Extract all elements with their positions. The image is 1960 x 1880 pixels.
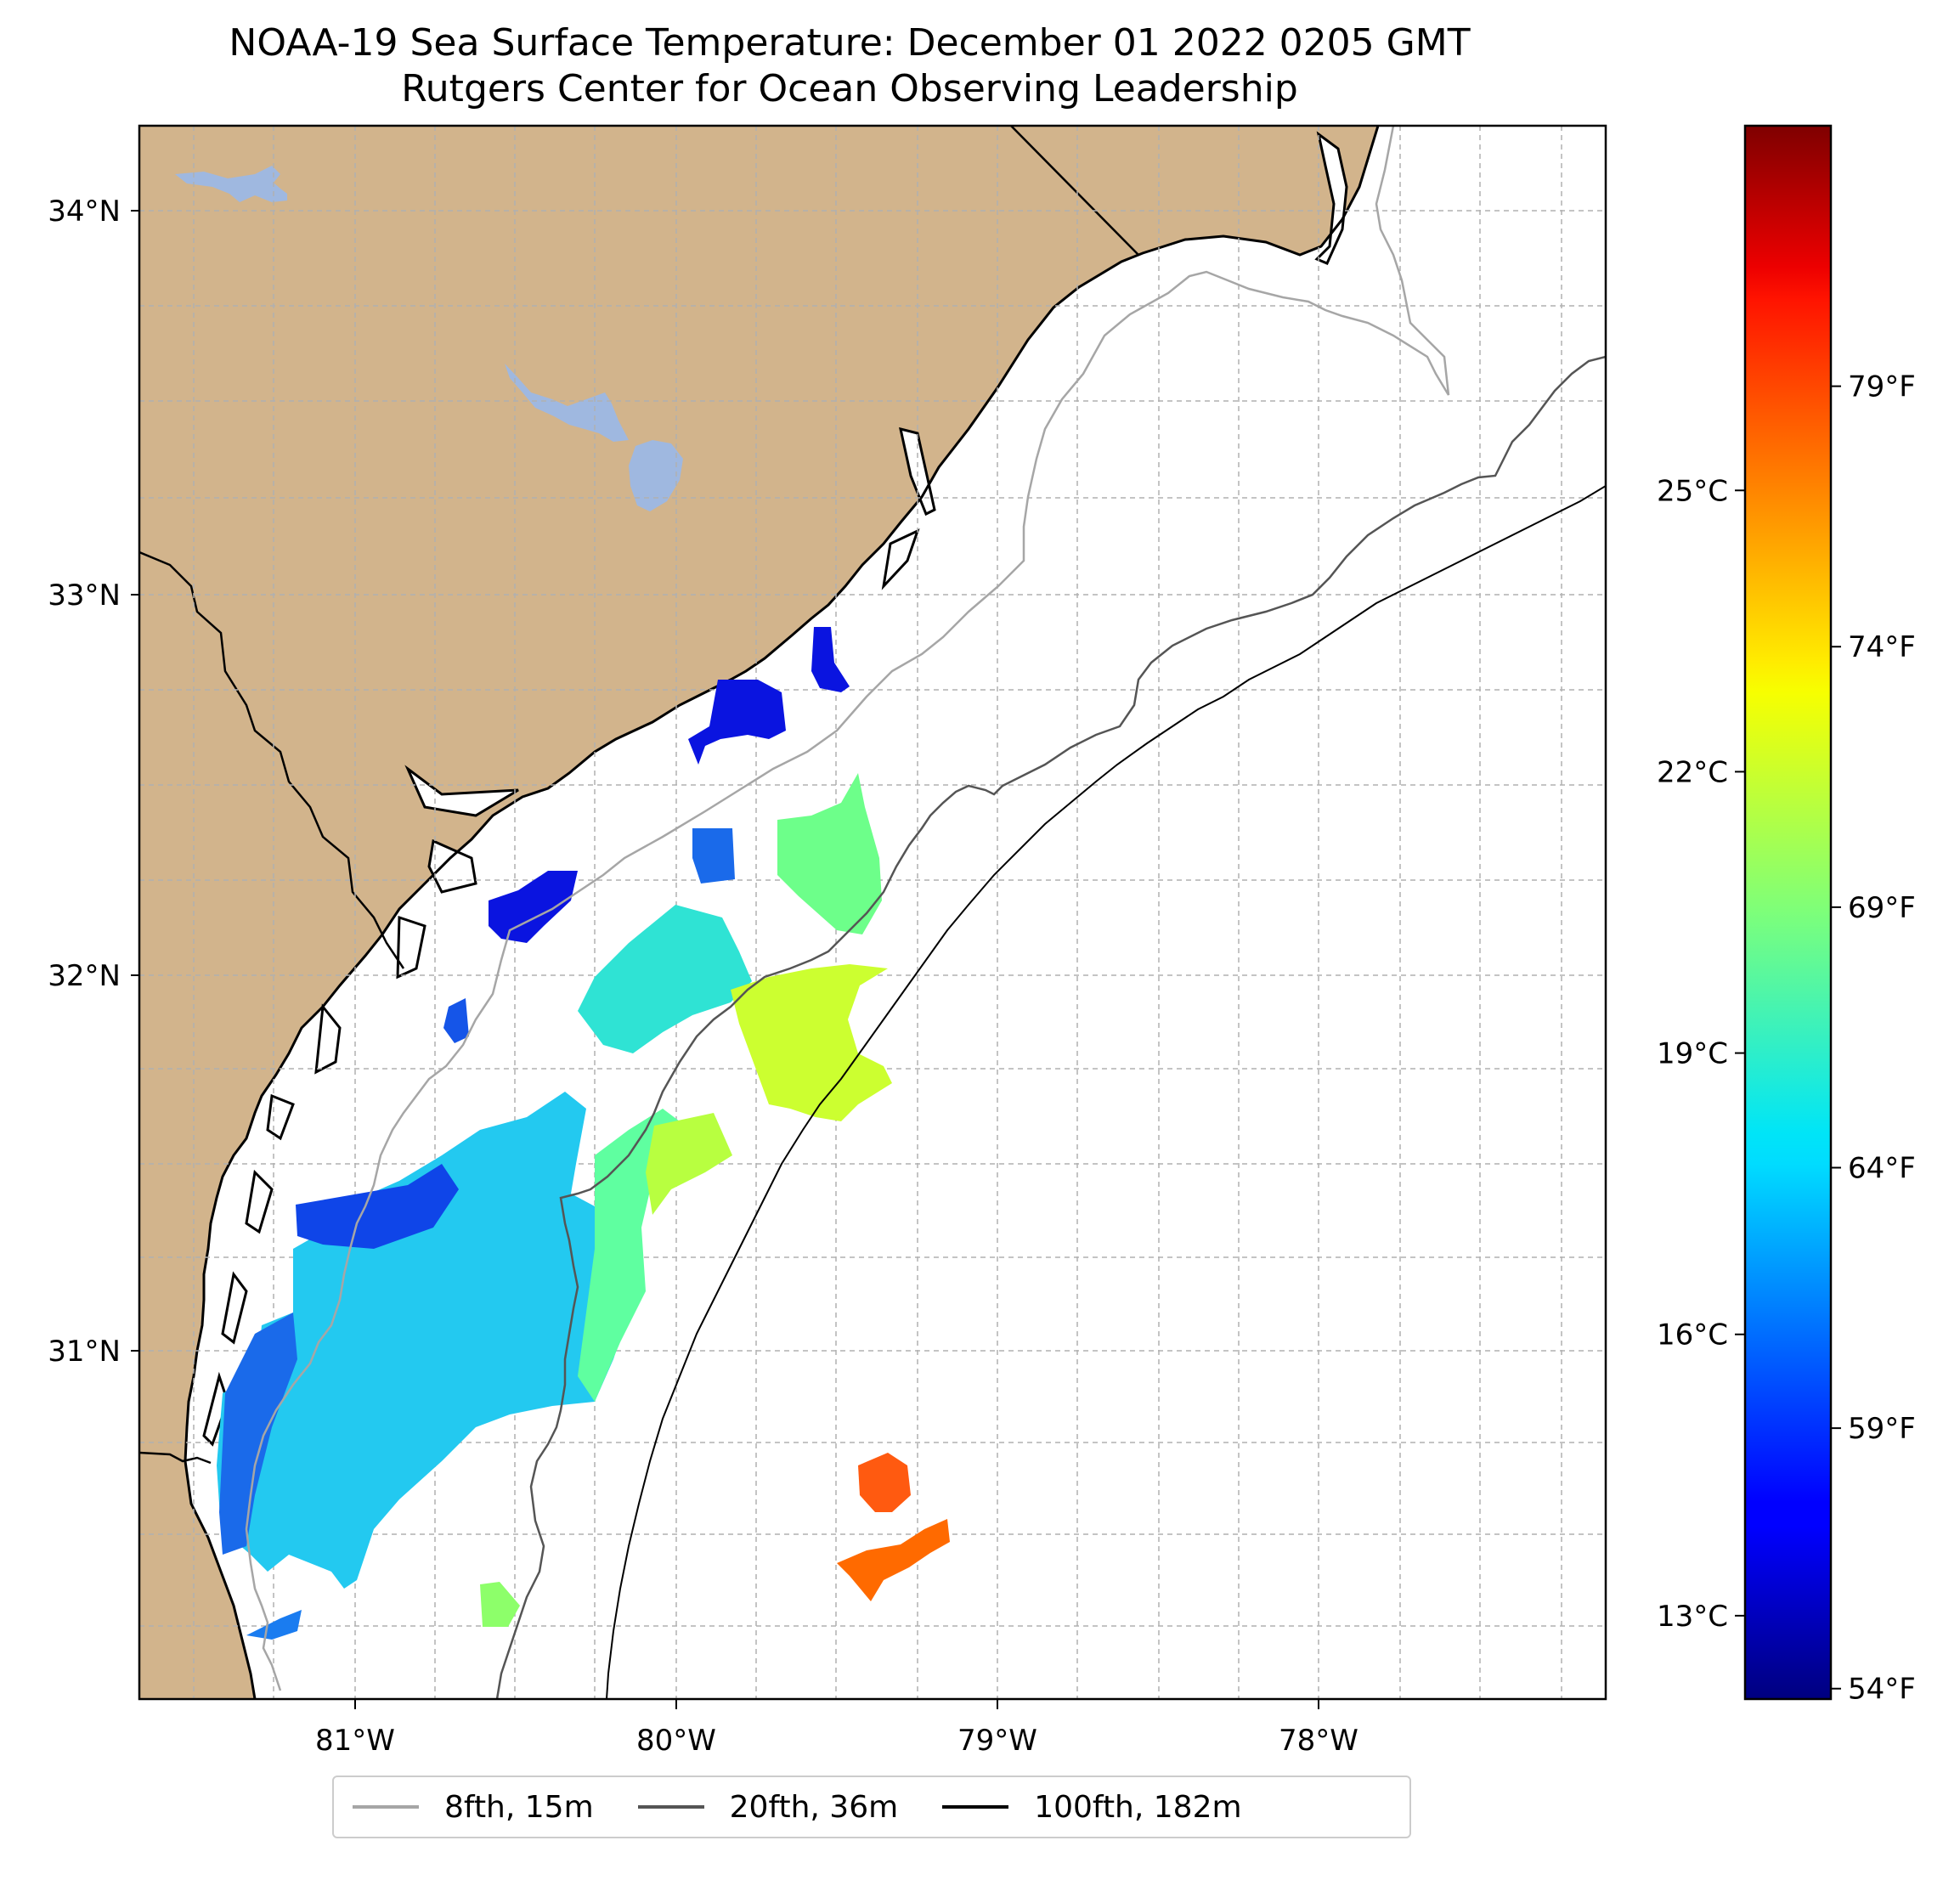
lake-marion: [505, 364, 629, 442]
colorbar-label-c-16: 16°C: [1657, 1318, 1728, 1352]
colorbar-gradient: [1743, 124, 1833, 1701]
legend-label-8fth: 8fth, 15m: [444, 1789, 594, 1825]
sst-patch-yellowgreen-2: [731, 964, 892, 1121]
contour-100fth: [606, 485, 1606, 1699]
sst-patch-dark-blue-1: [688, 680, 786, 765]
sst-patch-orange-1: [858, 1453, 911, 1512]
lat-label-34: 34°N: [48, 195, 121, 229]
lat-label-33: 33°N: [48, 579, 121, 613]
title-line-1: NOAA-19 Sea Surface Temperature: Decembe…: [229, 21, 1471, 65]
colorbar-label-c-25: 25°C: [1657, 474, 1728, 508]
colorbar-label-f-74: 74°F: [1848, 630, 1916, 664]
legend-label-20fth: 20fth, 36m: [729, 1789, 899, 1825]
state-border-nc-sc: [1010, 126, 1139, 256]
state-border-ga-fl: [139, 1451, 212, 1465]
colorbar-label-f-79: 79°F: [1848, 370, 1916, 404]
longitude-labels: 81°W 80°W 79°W 78°W: [315, 1724, 1358, 1758]
chart-title: NOAA-19 Sea Surface Temperature: Decembe…: [0, 20, 1699, 112]
lon-label-79: 79°W: [957, 1724, 1037, 1758]
lake-north: [175, 166, 287, 202]
sst-patch-blue-3: [692, 828, 735, 884]
sst-patch-blue-inshore: [296, 1164, 459, 1249]
sst-patch-dark-blue-2: [811, 627, 850, 692]
coastline: [184, 126, 1380, 1699]
contour-20fth: [495, 355, 1606, 1699]
lon-label-80: 80°W: [636, 1724, 716, 1758]
sst-patch-green-central: [578, 1109, 680, 1402]
sst-patch-green-south: [480, 1582, 520, 1627]
sst-patch-blue-far-southwest: [246, 1610, 302, 1640]
title-line-2: Rutgers Center for Ocean Observing Leade…: [401, 67, 1298, 110]
sst-patch-cyan-north: [578, 905, 752, 1053]
lat-label-32: 32°N: [48, 959, 121, 993]
sst-patches: [217, 627, 950, 1640]
lat-label-31: 31°N: [48, 1335, 121, 1369]
axis-tick-marks: [131, 210, 1319, 1709]
sst-patch-blue-5: [443, 998, 469, 1043]
map-frame: [138, 124, 1607, 1701]
legend-item-20fth: 20fth, 36m: [637, 1789, 899, 1825]
legend: 8fth, 15m 20fth, 36m 100fth, 182m: [332, 1776, 1411, 1838]
colorbar-label-f-69: 69°F: [1848, 891, 1916, 925]
colorbar-label-c-22: 22°C: [1657, 755, 1728, 789]
sst-patch-blue-southwest: [219, 1313, 297, 1555]
sst-patch-orange-2: [837, 1519, 950, 1601]
colorbar-ticks: 54°F 59°F 64°F 69°F 74°F 79°F 13°C 16°C 19°C 22°C…: [1657, 370, 1916, 1707]
legend-swatch-20fth: [637, 1805, 704, 1809]
legend-swatch-100fth: [942, 1805, 1009, 1809]
contour-8fth: [245, 126, 1450, 1691]
lake-moultrie: [629, 440, 683, 511]
colorbar-label-f-59: 59°F: [1848, 1412, 1916, 1446]
colorbar: 54°F 59°F 64°F 69°F 74°F 79°F 13°C 16°C 19°C 22°C…: [1657, 124, 1916, 1707]
lon-label-81: 81°W: [315, 1724, 395, 1758]
land-mainland: [139, 126, 1378, 1699]
legend-swatch-8fth: [353, 1805, 419, 1809]
legend-label-100fth: 100fth, 182m: [1034, 1789, 1242, 1825]
lon-label-78: 78°W: [1279, 1724, 1358, 1758]
colorbar-label-f-54: 54°F: [1848, 1673, 1916, 1707]
sst-patch-green-north: [777, 773, 882, 934]
coastal-inlets: [202, 131, 1348, 1447]
sst-patch-dark-blue-4: [489, 871, 578, 943]
state-border-sc-ga: [139, 550, 405, 969]
colorbar-label-f-64: 64°F: [1848, 1151, 1916, 1185]
sst-patch-yellowgreen-1: [646, 1113, 732, 1215]
legend-item-100fth: 100fth, 182m: [942, 1789, 1242, 1825]
map-panel: [139, 126, 1606, 1699]
colorbar-label-c-13: 13°C: [1657, 1600, 1728, 1634]
legend-item-8fth: 8fth, 15m: [353, 1790, 594, 1825]
colorbar-label-c-19: 19°C: [1657, 1037, 1728, 1071]
latitude-labels: 34°N 33°N 32°N 31°N: [48, 195, 121, 1369]
